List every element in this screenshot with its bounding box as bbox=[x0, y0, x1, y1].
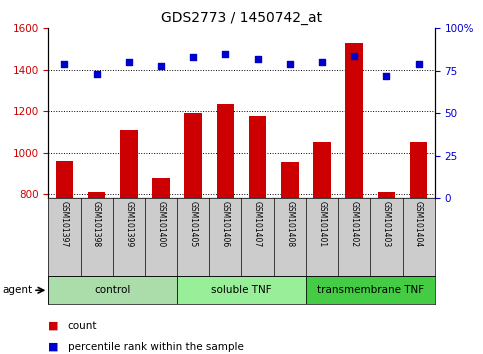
Point bbox=[286, 61, 294, 67]
Point bbox=[157, 63, 165, 69]
Text: agent: agent bbox=[2, 285, 32, 295]
Bar bbox=[281, 162, 298, 198]
Bar bbox=[410, 142, 427, 198]
Bar bbox=[313, 142, 331, 198]
Point bbox=[93, 72, 100, 77]
Bar bbox=[345, 43, 363, 198]
Bar bbox=[378, 193, 395, 198]
Text: ■: ■ bbox=[48, 342, 59, 352]
Text: ■: ■ bbox=[48, 321, 59, 331]
Point bbox=[350, 53, 358, 58]
Text: GSM101405: GSM101405 bbox=[189, 201, 198, 247]
Bar bbox=[216, 104, 234, 198]
Point bbox=[415, 61, 423, 67]
Point bbox=[383, 73, 390, 79]
Point bbox=[222, 51, 229, 57]
Point bbox=[125, 59, 133, 65]
Text: GDS2773 / 1450742_at: GDS2773 / 1450742_at bbox=[161, 11, 322, 25]
Bar bbox=[306, 276, 435, 304]
Bar bbox=[177, 276, 306, 304]
Text: GSM101403: GSM101403 bbox=[382, 201, 391, 247]
Bar bbox=[48, 276, 177, 304]
Bar bbox=[249, 116, 267, 198]
Point bbox=[318, 59, 326, 65]
Text: GSM101407: GSM101407 bbox=[253, 201, 262, 247]
Text: control: control bbox=[95, 285, 131, 295]
Text: GSM101401: GSM101401 bbox=[317, 201, 327, 247]
Text: count: count bbox=[68, 321, 97, 331]
Text: GSM101399: GSM101399 bbox=[124, 201, 133, 247]
Bar bbox=[152, 177, 170, 198]
Text: transmembrane TNF: transmembrane TNF bbox=[317, 285, 424, 295]
Bar bbox=[120, 130, 138, 198]
Text: GSM101398: GSM101398 bbox=[92, 201, 101, 247]
Point bbox=[189, 55, 197, 60]
Text: GSM101404: GSM101404 bbox=[414, 201, 423, 247]
Point bbox=[60, 61, 68, 67]
Text: GSM101408: GSM101408 bbox=[285, 201, 294, 247]
Text: GSM101406: GSM101406 bbox=[221, 201, 230, 247]
Text: GSM101400: GSM101400 bbox=[156, 201, 166, 247]
Text: soluble TNF: soluble TNF bbox=[211, 285, 272, 295]
Text: GSM101397: GSM101397 bbox=[60, 201, 69, 247]
Text: percentile rank within the sample: percentile rank within the sample bbox=[68, 342, 243, 352]
Bar bbox=[56, 161, 73, 198]
Bar bbox=[185, 113, 202, 198]
Point bbox=[254, 56, 261, 62]
Bar bbox=[88, 193, 105, 198]
Text: GSM101402: GSM101402 bbox=[350, 201, 359, 247]
